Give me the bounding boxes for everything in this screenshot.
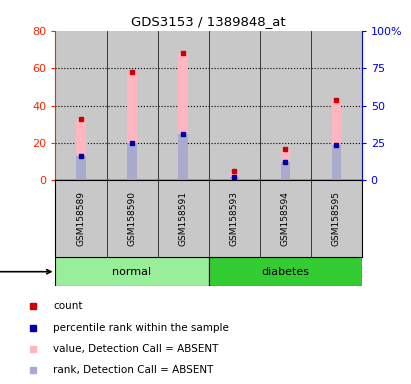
Text: diabetes: diabetes bbox=[261, 266, 309, 277]
Bar bbox=[127, 143, 136, 180]
Bar bbox=[260, 31, 311, 180]
Text: GSM158595: GSM158595 bbox=[332, 191, 341, 247]
Title: GDS3153 / 1389848_at: GDS3153 / 1389848_at bbox=[131, 15, 286, 28]
Text: disease state: disease state bbox=[0, 266, 51, 277]
Text: GSM158590: GSM158590 bbox=[127, 191, 136, 247]
Text: count: count bbox=[53, 301, 83, 311]
Bar bbox=[55, 257, 209, 286]
Bar bbox=[281, 162, 290, 180]
Bar bbox=[178, 134, 188, 180]
Bar bbox=[127, 72, 136, 180]
Bar bbox=[311, 31, 362, 180]
Text: value, Detection Call = ABSENT: value, Detection Call = ABSENT bbox=[53, 344, 219, 354]
Bar bbox=[229, 171, 239, 180]
Bar bbox=[332, 100, 341, 180]
Bar bbox=[209, 257, 362, 286]
Text: GSM158593: GSM158593 bbox=[230, 191, 239, 247]
Bar bbox=[157, 31, 208, 180]
Bar bbox=[332, 145, 341, 180]
Text: GSM158594: GSM158594 bbox=[281, 192, 290, 246]
Text: GSM158589: GSM158589 bbox=[76, 191, 85, 247]
Bar bbox=[76, 156, 85, 180]
Text: GSM158591: GSM158591 bbox=[178, 191, 187, 247]
Bar bbox=[55, 31, 106, 180]
Text: percentile rank within the sample: percentile rank within the sample bbox=[53, 323, 229, 333]
Bar bbox=[209, 31, 260, 180]
Bar bbox=[281, 149, 290, 180]
Bar bbox=[178, 53, 188, 180]
Bar bbox=[229, 177, 239, 180]
Bar bbox=[106, 31, 157, 180]
Bar bbox=[76, 119, 85, 180]
Text: normal: normal bbox=[113, 266, 152, 277]
Text: rank, Detection Call = ABSENT: rank, Detection Call = ABSENT bbox=[53, 365, 214, 375]
